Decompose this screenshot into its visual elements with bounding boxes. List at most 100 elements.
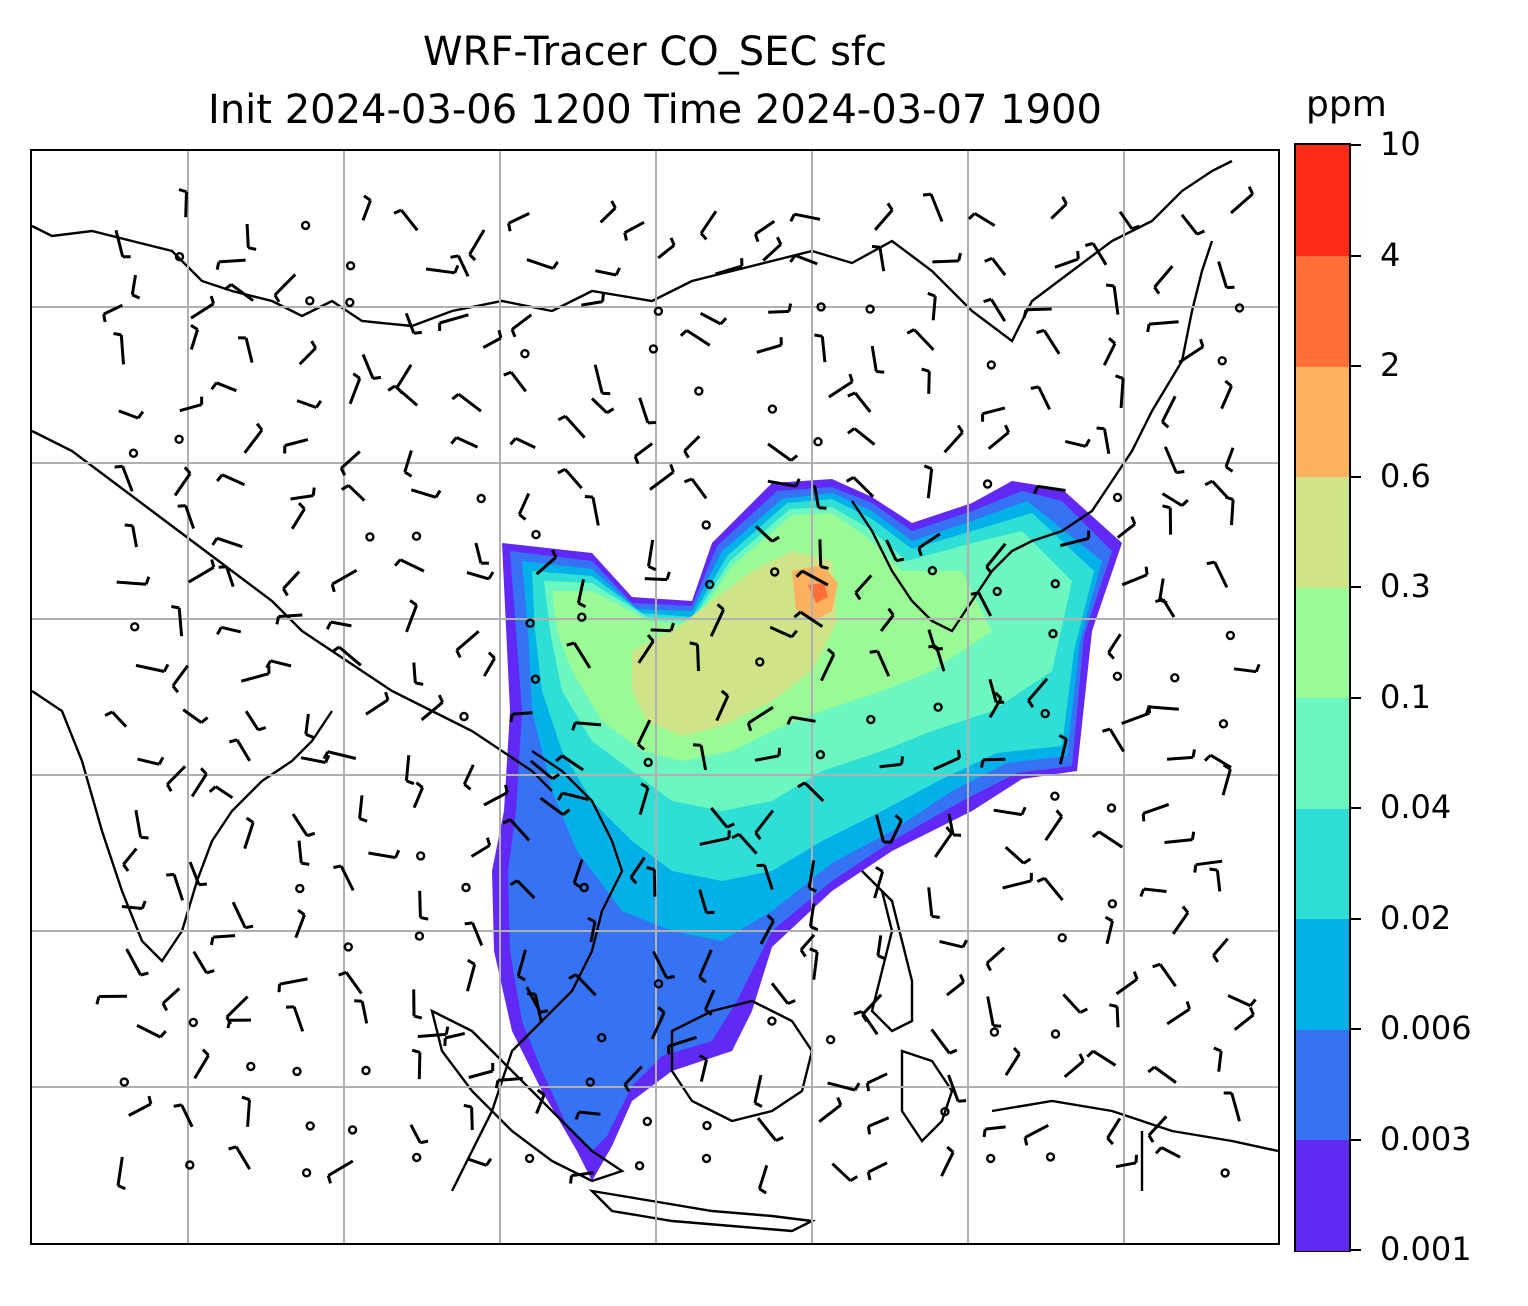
wind-barb bbox=[393, 384, 419, 407]
wind-barb-flag bbox=[450, 254, 459, 259]
wind-barb bbox=[866, 1072, 888, 1085]
calm-wind-marker bbox=[1048, 629, 1058, 639]
wind-barb bbox=[1195, 859, 1223, 867]
wind-barb bbox=[947, 1074, 960, 1102]
wind-barb bbox=[990, 257, 1007, 277]
wind-barb-flag bbox=[536, 1088, 546, 1096]
wind-barb-flag bbox=[698, 976, 707, 984]
wind-barb-flag bbox=[509, 713, 514, 723]
wind-barb bbox=[644, 577, 668, 582]
wind-barb-flag bbox=[1012, 1046, 1021, 1055]
wind-barb bbox=[1164, 838, 1193, 844]
wind-barb bbox=[529, 759, 554, 781]
wind-barb bbox=[177, 607, 184, 637]
wind-barb bbox=[768, 309, 790, 314]
wind-barb bbox=[412, 787, 424, 809]
calm-wind-marker bbox=[1050, 791, 1060, 801]
wind-barb bbox=[753, 1074, 763, 1104]
wind-barb-flag bbox=[1196, 229, 1206, 236]
map-canvas bbox=[32, 151, 1278, 1243]
wind-barb bbox=[709, 608, 725, 637]
wind-barb-flag bbox=[1058, 733, 1068, 741]
wind-barb-flag bbox=[277, 984, 282, 993]
wind-barb bbox=[820, 653, 836, 682]
wind-barb-flag bbox=[866, 1126, 872, 1135]
coastline-new-guinea bbox=[991, 1099, 1278, 1153]
wind-barb bbox=[926, 468, 934, 499]
wind-barb bbox=[1115, 1161, 1137, 1169]
wind-barb bbox=[799, 933, 816, 951]
wind-barb-flag bbox=[551, 261, 559, 270]
wind-barb bbox=[767, 479, 797, 488]
wind-barb bbox=[290, 508, 306, 530]
wind-barb-flag bbox=[140, 971, 149, 977]
wind-barb-flag bbox=[906, 328, 915, 335]
wind-barb bbox=[361, 353, 375, 380]
wind-barb-flag bbox=[956, 424, 964, 434]
wind-barb bbox=[131, 525, 138, 548]
wind-barb-flag bbox=[216, 473, 224, 482]
wind-barb-flag bbox=[1249, 998, 1257, 1007]
colorbar-tick-label: 0.1 bbox=[1380, 677, 1431, 716]
wind-barb-flag bbox=[209, 295, 216, 305]
wind-barb-flag bbox=[793, 610, 802, 619]
wind-barb bbox=[220, 625, 242, 634]
chart-title: WRF-Tracer CO_SEC sfc bbox=[422, 29, 888, 75]
wind-barb-flag bbox=[210, 559, 216, 568]
wind-barb bbox=[246, 1099, 251, 1127]
wind-barb bbox=[657, 244, 676, 260]
wind-barb bbox=[417, 1032, 447, 1038]
colorbar-tick-label: 0.04 bbox=[1380, 788, 1452, 826]
wind-barb-flag bbox=[228, 738, 238, 744]
wind-barb-flag bbox=[1106, 1137, 1115, 1146]
wind-barb bbox=[977, 592, 993, 617]
calm-wind-marker bbox=[174, 251, 185, 262]
wind-barb bbox=[1002, 879, 1032, 890]
wind-barb bbox=[282, 570, 301, 590]
wind-barb-flag bbox=[102, 313, 107, 323]
wind-barb bbox=[190, 773, 208, 798]
wind-barb bbox=[861, 993, 883, 1016]
wind-barb bbox=[801, 569, 829, 587]
colorbar-band bbox=[1296, 1029, 1349, 1141]
wind-barb bbox=[827, 1081, 856, 1092]
wind-barb bbox=[405, 604, 419, 633]
colorbar-band bbox=[1296, 808, 1349, 920]
wind-barb bbox=[474, 542, 483, 564]
wind-barb bbox=[235, 739, 251, 762]
coastline-java bbox=[588, 1189, 817, 1233]
wind-barb-flag bbox=[409, 599, 418, 607]
wind-barb bbox=[812, 951, 819, 980]
wind-barb bbox=[507, 212, 530, 225]
wind-barb-flag bbox=[1131, 224, 1140, 231]
calm-wind-marker bbox=[634, 1161, 645, 1171]
wind-barb bbox=[1221, 768, 1232, 796]
wind-barb-flag bbox=[983, 297, 992, 304]
wind-barb-flag bbox=[226, 1019, 232, 1029]
colorbar-tick bbox=[1351, 254, 1361, 257]
wind-barb bbox=[985, 542, 1007, 568]
wind-barb-flag bbox=[854, 591, 862, 601]
wind-barb bbox=[983, 757, 1006, 762]
wind-barb bbox=[934, 645, 946, 672]
wind-barb bbox=[759, 920, 775, 945]
calm-wind-marker bbox=[585, 1077, 595, 1087]
wind-barb bbox=[1158, 963, 1177, 988]
wind-barb-flag bbox=[786, 716, 793, 726]
wind-barb bbox=[1115, 977, 1138, 996]
wind-barb bbox=[116, 580, 147, 586]
wind-barb bbox=[192, 950, 208, 974]
wind-barb-flag bbox=[875, 866, 884, 873]
wind-barb bbox=[121, 465, 134, 492]
calm-wind-marker bbox=[1218, 719, 1229, 729]
wind-barb bbox=[1044, 815, 1064, 842]
wind-barb-flag bbox=[1181, 905, 1190, 914]
wind-barb bbox=[218, 258, 246, 264]
wind-barb-flag bbox=[921, 367, 930, 373]
wind-barb-flag bbox=[931, 914, 940, 919]
wind-barb-flag bbox=[171, 605, 180, 610]
wind-barb bbox=[515, 436, 536, 449]
calm-wind-marker bbox=[933, 702, 943, 712]
wind-barb-flag bbox=[487, 571, 495, 580]
wind-barb-flag bbox=[403, 470, 413, 478]
